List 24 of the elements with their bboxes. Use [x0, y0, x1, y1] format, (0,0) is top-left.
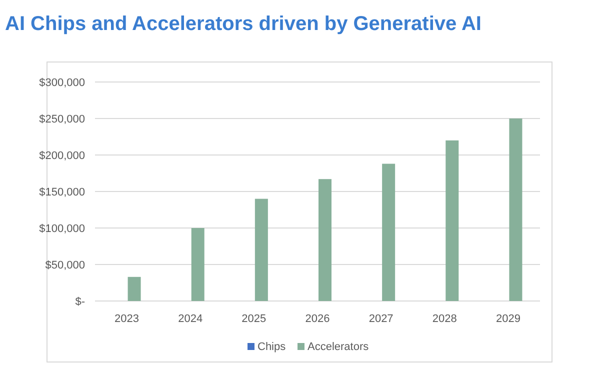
bar	[318, 179, 332, 301]
x-tick-label: 2026	[305, 313, 330, 325]
bar	[446, 140, 459, 301]
y-tick-label: $300,000	[39, 76, 85, 89]
legend-label: Accelerators	[308, 341, 370, 353]
bar	[509, 118, 522, 301]
x-tick-label: 2025	[242, 313, 266, 325]
x-tick-label: 2024	[178, 313, 203, 325]
x-tick-label: 2028	[432, 313, 457, 325]
x-tick-label: 2029	[496, 313, 520, 325]
y-tick-label: $50,000	[45, 259, 85, 272]
y-tick-label: $250,000	[39, 113, 85, 126]
legend-label: Chips	[258, 341, 286, 353]
bar	[191, 228, 204, 301]
bar	[254, 198, 268, 301]
y-tick-label: $150,000	[39, 186, 85, 198]
x-tick-label: 2023	[114, 313, 140, 325]
bar	[382, 164, 396, 301]
x-tick-label: 2027	[368, 313, 394, 325]
chart-title: AI Chips and Accelerators driven by Generative AI	[5, 13, 482, 35]
y-tick-label: $100,000	[39, 222, 85, 235]
y-tick-label: $-	[75, 296, 86, 308]
y-tick-label: $200,000	[39, 150, 85, 162]
bar	[128, 276, 141, 301]
